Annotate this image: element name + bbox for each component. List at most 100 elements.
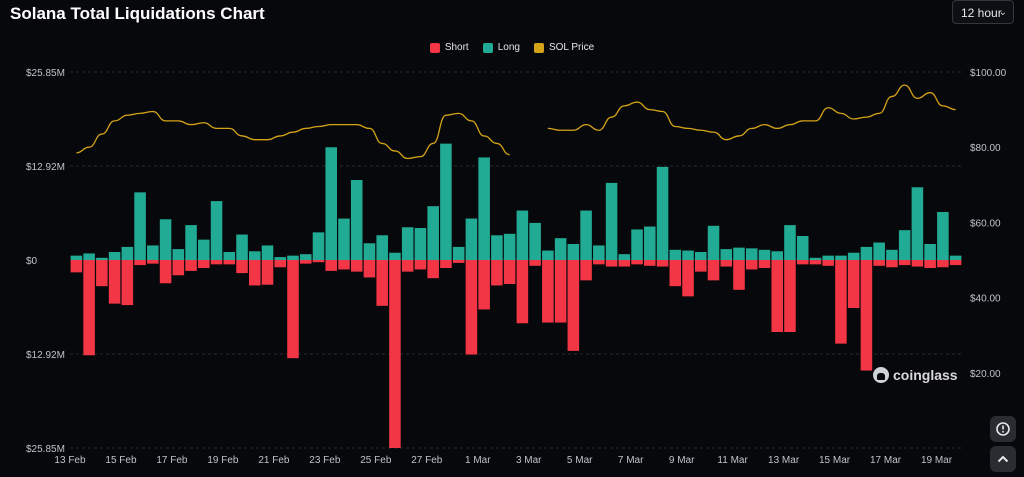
short-bar — [401, 260, 414, 272]
short-bar — [414, 260, 427, 270]
page-title: Solana Total Liquidations Chart — [10, 4, 265, 23]
x-tick-label: 21 Feb — [258, 455, 290, 466]
long-bar — [682, 250, 694, 260]
long-bar — [389, 252, 401, 260]
long-bar — [796, 236, 809, 260]
short-bar — [593, 260, 605, 265]
short-bar — [937, 260, 949, 268]
coinglass-logo-icon — [873, 367, 889, 383]
short-bar — [567, 260, 580, 351]
chevron-down-icon: ⌄ — [998, 7, 1007, 18]
short-bar — [911, 260, 924, 267]
short-bar — [860, 260, 873, 371]
x-tick-label: 27 Feb — [411, 455, 443, 466]
short-bar — [733, 260, 745, 290]
short-bar — [656, 260, 669, 267]
short-bar — [631, 260, 643, 265]
long-bar — [363, 243, 376, 260]
long-bar — [644, 226, 656, 260]
short-bar — [758, 260, 771, 268]
long-bar — [452, 246, 465, 260]
long-bar — [338, 218, 350, 260]
x-tick-label: 15 Feb — [105, 455, 137, 466]
y-right-tick-label: $100.00 — [970, 68, 1007, 79]
scroll-top-button[interactable] — [990, 446, 1016, 472]
y-right-tick-label: $20.00 — [970, 369, 1001, 380]
long-bar — [147, 245, 159, 260]
short-bar — [350, 260, 363, 272]
legend-item-short[interactable]: Short — [429, 42, 469, 53]
long-bar — [312, 232, 325, 260]
short-bar — [924, 260, 936, 268]
short-bar — [210, 260, 223, 265]
long-bar — [516, 210, 529, 260]
x-tick-label: 19 Mar — [921, 455, 953, 466]
short-bar — [847, 260, 860, 308]
long-bar — [440, 143, 452, 260]
short-bar — [745, 260, 758, 270]
x-tick-label: 1 Mar — [465, 455, 491, 466]
interval-select[interactable]: 12 hour ⌄ — [952, 0, 1014, 24]
legend-label-long: Long — [497, 42, 520, 53]
short-bar — [503, 260, 516, 284]
short-bar — [669, 260, 682, 287]
long-bar — [580, 210, 592, 260]
long-bar — [567, 244, 580, 260]
short-bar — [542, 260, 554, 323]
short-bar — [886, 260, 898, 268]
long-bar — [96, 257, 108, 260]
legend-label-short: Short — [444, 42, 469, 53]
long-bar — [236, 234, 248, 260]
long-bar — [873, 242, 885, 260]
short-bar — [618, 260, 631, 267]
long-bar — [401, 227, 414, 260]
long-bar — [745, 248, 758, 260]
sol-price-line — [76, 110, 510, 160]
chevron-up-icon — [997, 455, 1009, 463]
short-bar — [695, 260, 707, 272]
long-bar — [465, 218, 478, 260]
x-tick-label: 15 Mar — [819, 455, 851, 466]
long-bar — [695, 252, 707, 260]
short-bar — [287, 260, 299, 359]
screenshot-button[interactable] — [990, 416, 1016, 442]
short-bar — [274, 260, 287, 268]
long-bar — [414, 228, 427, 260]
long-bar — [949, 255, 962, 260]
short-bar — [389, 260, 401, 448]
long-bar — [898, 230, 911, 260]
short-bar — [465, 260, 478, 355]
short-bar — [554, 260, 567, 323]
short-bar — [822, 260, 834, 266]
camera-shutter-icon — [996, 422, 1010, 436]
short-bar — [809, 260, 822, 265]
short-bar — [249, 260, 261, 286]
long-bar — [287, 255, 299, 260]
legend-item-long[interactable]: Long — [482, 42, 520, 53]
y-left-tick-label: $25.85M — [26, 444, 65, 455]
long-bar — [108, 252, 121, 260]
short-bar — [185, 260, 197, 271]
short-bar — [898, 260, 911, 266]
short-bar — [427, 260, 439, 279]
y-right-tick-label: $60.00 — [970, 218, 1001, 229]
long-bar — [185, 225, 197, 260]
short-bar — [784, 260, 796, 332]
long-bar — [478, 157, 490, 260]
short-bar — [83, 260, 95, 356]
short-bar — [159, 260, 172, 284]
long-bar — [70, 255, 83, 260]
legend-item-sol-price[interactable]: SOL Price — [533, 42, 594, 53]
coinglass-watermark: coinglass — [873, 367, 958, 383]
short-bar — [172, 260, 185, 276]
y-right-tick-label: $80.00 — [970, 143, 1001, 154]
long-bar — [758, 249, 771, 260]
short-bar — [452, 260, 465, 263]
short-bar — [707, 260, 720, 281]
short-bar — [478, 260, 490, 310]
long-bar — [427, 206, 439, 260]
chart-legend: Short Long SOL Price — [0, 42, 1024, 53]
short-bar — [299, 260, 312, 264]
long-bar — [618, 254, 631, 260]
short-bar — [147, 260, 159, 264]
